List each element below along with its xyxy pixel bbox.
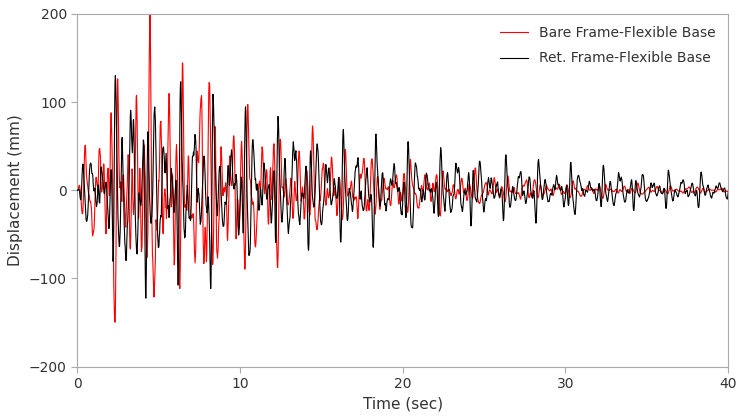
- Ret. Frame-Flexible Base: [407, 224, 416, 229]
- Ret. Frame-Flexible Base: [724, 190, 733, 195]
- Y-axis label: Displacement (mm): Displacement (mm): [8, 114, 23, 266]
- Ret. Frame-Flexible Base: [142, 296, 150, 301]
- Bare Frame-Flexible Base: [289, 209, 298, 214]
- Bare Frame-Flexible Base: [145, 11, 154, 16]
- Ret. Frame-Flexible Base: [73, 188, 82, 193]
- X-axis label: Time (sec): Time (sec): [363, 396, 443, 412]
- Bare Frame-Flexible Base: [407, 172, 416, 177]
- Bare Frame-Flexible Base: [73, 188, 82, 193]
- Ret. Frame-Flexible Base: [289, 142, 298, 147]
- Ret. Frame-Flexible Base: [73, 188, 82, 193]
- Line: Bare Frame-Flexible Base: Bare Frame-Flexible Base: [77, 14, 729, 322]
- Ret. Frame-Flexible Base: [592, 198, 600, 203]
- Legend: Bare Frame-Flexible Base, Ret. Frame-Flexible Base: Bare Frame-Flexible Base, Ret. Frame-Fle…: [495, 21, 721, 71]
- Bare Frame-Flexible Base: [73, 188, 82, 193]
- Bare Frame-Flexible Base: [724, 188, 733, 193]
- Line: Ret. Frame-Flexible Base: Ret. Frame-Flexible Base: [77, 76, 729, 298]
- Bare Frame-Flexible Base: [592, 187, 600, 192]
- Ret. Frame-Flexible Base: [111, 73, 120, 78]
- Bare Frame-Flexible Base: [558, 189, 567, 194]
- Ret. Frame-Flexible Base: [501, 168, 510, 173]
- Bare Frame-Flexible Base: [110, 320, 119, 325]
- Ret. Frame-Flexible Base: [558, 192, 567, 197]
- Bare Frame-Flexible Base: [501, 199, 510, 204]
